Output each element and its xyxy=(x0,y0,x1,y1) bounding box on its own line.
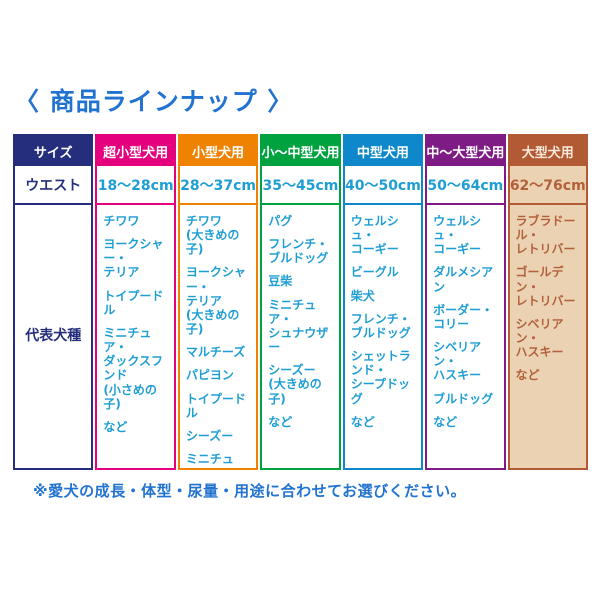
waist-value: 28〜37cm xyxy=(179,166,257,205)
row-header-column: サイズ ウエスト代表犬種 xyxy=(13,134,94,470)
breed-item: シェットランド・ シープドッグ xyxy=(350,349,411,406)
breed-item: など xyxy=(433,414,458,429)
footnote: ※愛犬の成長・体型・尿量・用途に合わせてお選びください。 xyxy=(33,482,467,500)
breed-item: 柴犬 xyxy=(350,288,375,303)
breed-item: ウェルシュ・ コーギー xyxy=(433,214,482,257)
breed-item: チワワ (大きめの子) xyxy=(185,214,240,257)
breed-item: ラブラドール・ レトリバー xyxy=(515,214,576,257)
size-row-header: サイズ xyxy=(15,136,92,166)
waist-value: 40〜50cm xyxy=(344,166,422,205)
breed-item: など xyxy=(103,419,128,434)
breed-item: 豆柴 xyxy=(268,274,293,289)
breed-item: トイプードル xyxy=(103,288,164,317)
column-header: 超小型犬用 xyxy=(97,136,174,166)
breed-item: フレンチ・ ブルドッグ xyxy=(268,237,329,266)
size-column-4: 中型犬用 40〜50cm ウェルシュ・ コーギー ビーグル 柴犬 フレンチ・ ブルドッグシ… xyxy=(342,134,424,470)
waist-value: 35〜45cm xyxy=(262,166,339,205)
breed-item: など xyxy=(268,414,293,429)
size-column-2: 小型犬用 28〜37cm チワワ (大きめの子) ヨークシャー・ テリア (大きめの子… xyxy=(177,134,259,470)
breed-item: ミニチュア・ ダックスフンド (小さめの子) xyxy=(103,325,164,411)
column-header: 小〜中型犬用 xyxy=(261,136,339,166)
breed-item: シベリアン・ ハスキー xyxy=(433,340,482,383)
breed-item: ウェルシュ・ コーギー xyxy=(350,214,399,257)
breed-list: チワワ (大きめの子) ヨークシャー・ テリア (大きめの子) マルチーズパピヨント… xyxy=(179,205,257,468)
breed-list: ウェルシュ・ コーギーダルメシアン ボーダー・ コリーシベリアン・ ハスキーブルド… xyxy=(427,205,504,468)
breed-item: シベリアン・ ハスキー xyxy=(515,316,564,360)
breed-item: ヨークシャー・ テリア xyxy=(103,237,164,280)
breed-item: ブルドッグ xyxy=(433,391,494,406)
breed-item: など xyxy=(350,414,375,429)
waist-value: 62〜76cm xyxy=(509,166,586,205)
breed-item: シーズー (大きめの子) xyxy=(268,363,322,406)
product-lineup-table: サイズ ウエスト 代表犬種 超小型犬用 18〜28cm チワワ ヨークシャー・ テリア トイプ… xyxy=(13,134,588,470)
waist-value: 50〜64cm xyxy=(427,166,504,205)
column-header: 中〜大型犬用 xyxy=(426,136,504,166)
waist-value: 18〜28cm xyxy=(97,166,174,205)
breed-item: チワワ xyxy=(103,214,140,228)
breed-item: ボーダー・ コリー xyxy=(433,302,494,331)
breed-item: フレンチ・ ブルドッグ xyxy=(350,311,411,340)
breed-list: ウェルシュ・ コーギービーグル柴犬フレンチ・ ブルドッグシェットランド・ シープ… xyxy=(344,205,422,468)
breeds-row-header: 代表犬種 xyxy=(25,328,82,345)
breed-item: パピヨン xyxy=(185,368,234,383)
size-column-1: 超小型犬用 18〜28cm チワワ ヨークシャー・ テリア トイプードル ミニチュア・ ダ… xyxy=(95,134,176,470)
breed-item: ダルメシアン xyxy=(433,265,494,294)
waist-row-header: ウエスト xyxy=(15,166,92,205)
size-column-3: 小〜中型犬用 35〜45cm パグ フレンチ・ ブルドッグ 豆柴 ミニチュア・ シュナウザ… xyxy=(260,134,341,470)
column-header: 大型犬用 xyxy=(509,136,586,166)
breed-item: ミニチュア・ シュナウザー xyxy=(268,297,329,355)
breed-item: ヨークシャー・ テリア (大きめの子) xyxy=(185,265,246,337)
breed-list: パグフレンチ・ ブルドッグ豆柴ミニチュア・ シュナウザーシーズー (大きめの子)… xyxy=(262,205,339,468)
size-column-5: 中〜大型犬用 50〜64cm ウェルシュ・ コーギー ダルメシアン ボーダー・ コリーシ… xyxy=(425,134,506,470)
column-header: 中型犬用 xyxy=(344,136,422,166)
breed-list: チワワヨークシャー・ テリアトイプードルミニチュア・ ダックスフンド (小さめの… xyxy=(97,205,174,468)
breed-item: ミニチュア・ ダックスフンド など xyxy=(185,452,234,468)
breed-item: シーズー xyxy=(185,428,234,443)
breed-item: パグ xyxy=(268,214,293,228)
size-column-6: 大型犬用 62〜76cm ラブラドール・ レトリバー ゴールデン・ レトリバー シベリア… xyxy=(507,134,588,470)
page-title: 〈 商品ラインナップ 〉 xyxy=(14,87,294,116)
breed-item: トイプードル xyxy=(185,391,246,420)
breed-item: ビーグル xyxy=(350,265,399,280)
column-header: 小型犬用 xyxy=(179,136,257,166)
breed-item: ゴールデン・ レトリバー xyxy=(515,265,576,308)
breed-item: など xyxy=(515,368,540,383)
breed-list: ラブラドール・ レトリバー ゴールデン・ レトリバー シベリアン・ ハスキーなど xyxy=(509,205,586,468)
breed-item: マルチーズ xyxy=(185,345,246,360)
